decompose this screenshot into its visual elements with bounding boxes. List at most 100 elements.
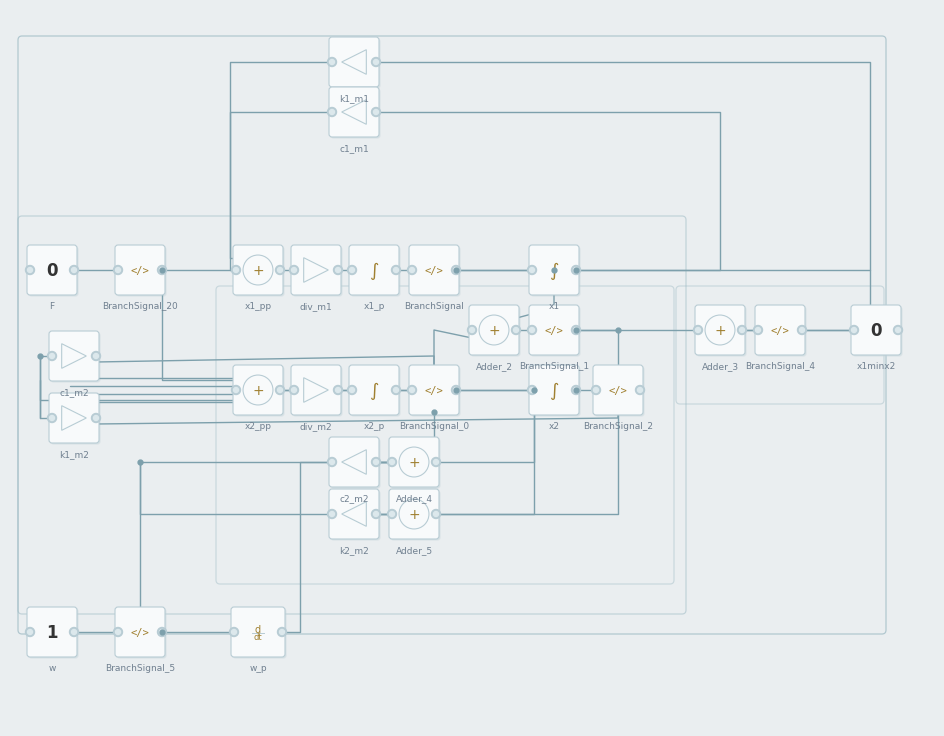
Circle shape xyxy=(158,266,166,275)
Circle shape xyxy=(592,386,600,394)
Circle shape xyxy=(399,447,429,477)
Circle shape xyxy=(374,110,379,115)
Circle shape xyxy=(850,325,858,334)
Text: BranchSignal_20: BranchSignal_20 xyxy=(102,302,177,311)
Text: k1_m1: k1_m1 xyxy=(339,94,369,103)
FancyBboxPatch shape xyxy=(329,437,379,487)
FancyBboxPatch shape xyxy=(291,365,341,415)
Circle shape xyxy=(390,459,395,464)
FancyBboxPatch shape xyxy=(293,367,343,417)
Circle shape xyxy=(372,509,380,518)
FancyBboxPatch shape xyxy=(330,439,380,489)
Circle shape xyxy=(349,267,355,272)
Circle shape xyxy=(394,387,398,392)
Circle shape xyxy=(276,386,284,394)
FancyBboxPatch shape xyxy=(409,365,459,415)
Circle shape xyxy=(410,387,414,392)
FancyBboxPatch shape xyxy=(115,607,165,657)
Circle shape xyxy=(233,267,239,272)
Text: Adder_3: Adder_3 xyxy=(701,362,738,371)
Circle shape xyxy=(739,328,745,333)
Circle shape xyxy=(347,266,357,275)
Text: div_m2: div_m2 xyxy=(299,422,332,431)
Circle shape xyxy=(276,266,284,275)
Circle shape xyxy=(372,458,380,467)
FancyBboxPatch shape xyxy=(469,305,519,355)
FancyBboxPatch shape xyxy=(529,305,579,355)
FancyBboxPatch shape xyxy=(529,365,579,415)
FancyBboxPatch shape xyxy=(233,365,283,415)
Circle shape xyxy=(231,629,237,634)
Text: +: + xyxy=(408,508,420,522)
FancyBboxPatch shape xyxy=(695,305,745,355)
FancyBboxPatch shape xyxy=(529,245,579,295)
Circle shape xyxy=(92,414,100,422)
FancyBboxPatch shape xyxy=(330,490,380,540)
Circle shape xyxy=(347,386,357,394)
Circle shape xyxy=(753,325,763,334)
Polygon shape xyxy=(342,450,366,474)
FancyBboxPatch shape xyxy=(27,245,77,295)
FancyBboxPatch shape xyxy=(531,247,581,297)
Circle shape xyxy=(374,512,379,517)
FancyBboxPatch shape xyxy=(49,393,99,443)
Circle shape xyxy=(70,266,78,275)
Text: </>: </> xyxy=(425,266,444,276)
Text: </>: </> xyxy=(130,628,149,638)
Circle shape xyxy=(798,325,806,334)
Circle shape xyxy=(469,328,475,333)
FancyBboxPatch shape xyxy=(595,367,645,417)
Circle shape xyxy=(571,325,581,334)
Circle shape xyxy=(410,267,414,272)
Circle shape xyxy=(292,267,296,272)
FancyBboxPatch shape xyxy=(851,305,901,355)
Circle shape xyxy=(160,267,164,272)
Text: F: F xyxy=(49,302,55,311)
Circle shape xyxy=(374,60,379,65)
Text: c1_m2: c1_m2 xyxy=(59,388,89,397)
FancyBboxPatch shape xyxy=(593,365,643,415)
FancyBboxPatch shape xyxy=(531,367,581,417)
Text: </>: </> xyxy=(545,326,564,336)
Circle shape xyxy=(25,266,35,275)
FancyBboxPatch shape xyxy=(116,609,166,659)
Circle shape xyxy=(894,325,902,334)
Circle shape xyxy=(392,266,400,275)
Circle shape xyxy=(27,629,32,634)
Text: k1_m2: k1_m2 xyxy=(59,450,89,459)
Text: </>: </> xyxy=(609,386,628,396)
FancyBboxPatch shape xyxy=(233,245,283,295)
Circle shape xyxy=(233,387,239,392)
Circle shape xyxy=(392,386,400,394)
Circle shape xyxy=(528,325,536,334)
Circle shape xyxy=(374,459,379,464)
Circle shape xyxy=(72,629,76,634)
Circle shape xyxy=(328,509,336,518)
FancyBboxPatch shape xyxy=(329,37,379,87)
Circle shape xyxy=(467,325,477,334)
Circle shape xyxy=(528,266,536,275)
Circle shape xyxy=(328,458,336,467)
Text: +: + xyxy=(715,324,726,338)
FancyBboxPatch shape xyxy=(115,245,165,295)
Text: w: w xyxy=(48,664,56,673)
Circle shape xyxy=(93,416,98,420)
Text: BranchSignal_5: BranchSignal_5 xyxy=(105,664,175,673)
Circle shape xyxy=(571,266,581,275)
Circle shape xyxy=(408,266,416,275)
Polygon shape xyxy=(61,406,86,431)
Text: BranchSignal_0: BranchSignal_0 xyxy=(399,422,469,431)
FancyBboxPatch shape xyxy=(411,247,461,297)
Circle shape xyxy=(431,458,441,467)
Circle shape xyxy=(453,267,459,272)
Circle shape xyxy=(512,325,520,334)
Circle shape xyxy=(115,629,121,634)
FancyBboxPatch shape xyxy=(232,609,286,659)
Circle shape xyxy=(530,267,534,272)
FancyBboxPatch shape xyxy=(330,38,380,88)
Circle shape xyxy=(694,325,702,334)
FancyBboxPatch shape xyxy=(391,439,441,489)
Circle shape xyxy=(399,499,429,529)
Circle shape xyxy=(278,628,286,637)
Circle shape xyxy=(113,266,123,275)
